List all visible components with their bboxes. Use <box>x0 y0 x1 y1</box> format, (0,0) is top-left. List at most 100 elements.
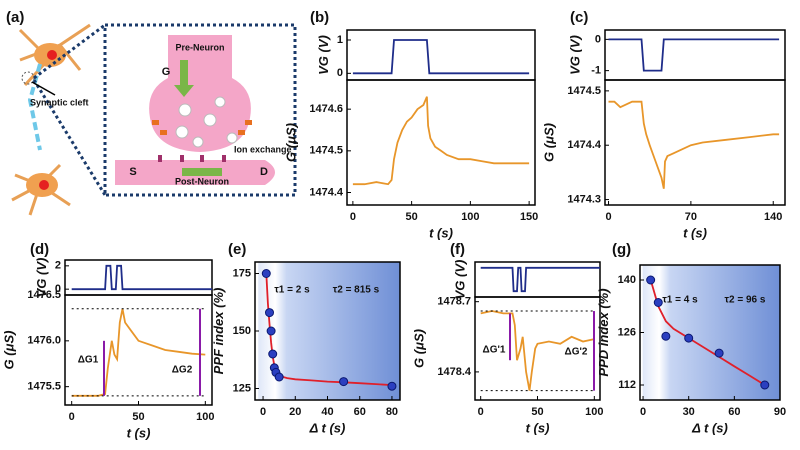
label: S <box>129 166 136 178</box>
x-tick-label: 60 <box>728 406 740 418</box>
x-axis-label: t (s) <box>429 225 453 240</box>
plot-frame <box>604 29 786 81</box>
vesicles <box>175 96 238 148</box>
y-tick-label: 2 <box>55 260 61 272</box>
y-tick-label: 125 <box>233 382 251 394</box>
y-tick-label: 175 <box>233 267 251 279</box>
zoom-line <box>32 79 107 196</box>
point <box>760 380 770 390</box>
x-tick-label: 30 <box>683 406 695 418</box>
point <box>387 381 397 391</box>
label: D <box>260 166 268 178</box>
y-axis-label: G (μS) <box>283 123 298 162</box>
panel-label: (b) <box>310 9 329 26</box>
x-tick-label: 20 <box>289 406 301 418</box>
pre-synapse <box>149 35 251 152</box>
y-tick-label: 1474.4 <box>309 186 344 198</box>
x-axis-label: t (s) <box>683 225 707 240</box>
point <box>266 326 276 336</box>
x-tick-label: 50 <box>132 411 144 423</box>
label: Ion exchange <box>234 144 292 154</box>
point <box>268 349 278 359</box>
annotation: ΔG2 <box>172 365 193 376</box>
diagram: (a) Synaptic cleft Pre-Neuron G Ion exch… <box>6 9 297 216</box>
panel-label: (a) <box>6 9 24 26</box>
x-axis-label: Δ t (s) <box>691 420 728 435</box>
point <box>261 269 271 278</box>
channel-arrow <box>182 168 222 176</box>
annotation: τ2 = 815 s <box>333 285 380 296</box>
y-axis-label: VG (V) <box>34 258 49 298</box>
y-tick-label: 150 <box>233 325 251 337</box>
y-tick-label: 1478.4 <box>437 366 472 378</box>
zoom-line <box>33 23 106 80</box>
label: Synaptic cleft <box>30 97 89 107</box>
y-tick-label: 1476.0 <box>27 335 61 347</box>
panel-label: (f) <box>450 241 465 258</box>
x-tick-label: 80 <box>386 406 398 418</box>
y-tick-label: 140 <box>618 274 636 286</box>
x-tick-label: 50 <box>531 406 543 418</box>
label: G <box>162 66 171 78</box>
y-axis-label: G (μS) <box>411 329 426 368</box>
x-axis-label: Δ t (s) <box>309 420 346 435</box>
trace <box>608 38 780 72</box>
arrow <box>174 60 194 97</box>
x-axis-label: t (s) <box>127 425 151 440</box>
annotation: τ2 = 96 s <box>725 295 766 306</box>
nucleus <box>47 50 57 60</box>
fit-curve <box>649 279 766 386</box>
point <box>265 308 274 318</box>
annotation: ΔG1 <box>78 355 99 366</box>
label: Pre-Neuron <box>175 42 224 52</box>
x-tick-label: 100 <box>196 411 214 423</box>
y-tick-label: 1475.5 <box>27 381 61 393</box>
x-tick-label: 50 <box>406 211 418 223</box>
x-tick-label: 0 <box>350 211 356 223</box>
y-tick-label: 1476.5 <box>27 289 61 301</box>
x-tick-label: 90 <box>774 406 786 418</box>
neuron-dendrites <box>18 23 91 87</box>
y-axis-label: VG (V) <box>452 260 467 300</box>
ions <box>158 155 226 162</box>
background <box>642 265 780 400</box>
y-tick-label: 126 <box>618 326 636 338</box>
x-tick-label: 0 <box>478 406 484 418</box>
x-tick-label: 0 <box>605 211 611 223</box>
annotation: ΔG'1 <box>483 345 506 356</box>
point <box>661 331 671 341</box>
y-axis-label: PPD index (%) <box>596 288 611 376</box>
y-tick-label: 1474.3 <box>567 193 601 205</box>
annotation: ΔG'2 <box>565 347 588 358</box>
x-tick-label: 40 <box>321 406 333 418</box>
x-tick-label: 100 <box>461 211 479 223</box>
label: Post-Neuron <box>175 176 229 186</box>
y-axis-label: VG (V) <box>316 35 331 75</box>
y-tick-label: 1474.6 <box>309 103 343 115</box>
x-axis-label: t (s) <box>526 420 550 435</box>
receptors <box>152 120 252 135</box>
point <box>653 298 663 307</box>
x-tick-label: 100 <box>585 406 603 418</box>
nucleus <box>39 180 49 190</box>
panel-label: (e) <box>228 241 246 258</box>
point <box>714 348 724 358</box>
y-tick-label: 1474.5 <box>567 85 601 97</box>
x-tick-label: 0 <box>69 411 75 423</box>
y-tick-label: 0 <box>337 67 343 79</box>
trace <box>608 100 780 189</box>
x-tick-label: 70 <box>685 211 697 223</box>
annotation: τ1 = 4 s <box>662 295 698 306</box>
x-tick-label: 0 <box>260 406 266 418</box>
arrow <box>31 81 56 96</box>
y-tick-label: 112 <box>618 379 636 391</box>
y-tick-label: -1 <box>591 65 601 77</box>
panel-label: (c) <box>570 9 588 26</box>
annotation: τ1 = 2 s <box>274 285 310 296</box>
y-tick-label: 1474.5 <box>309 145 343 157</box>
y-axis-label: G (μS) <box>541 123 556 162</box>
trace <box>480 266 600 293</box>
plot-frame <box>64 294 213 406</box>
y-tick-label: 1 <box>337 34 343 46</box>
